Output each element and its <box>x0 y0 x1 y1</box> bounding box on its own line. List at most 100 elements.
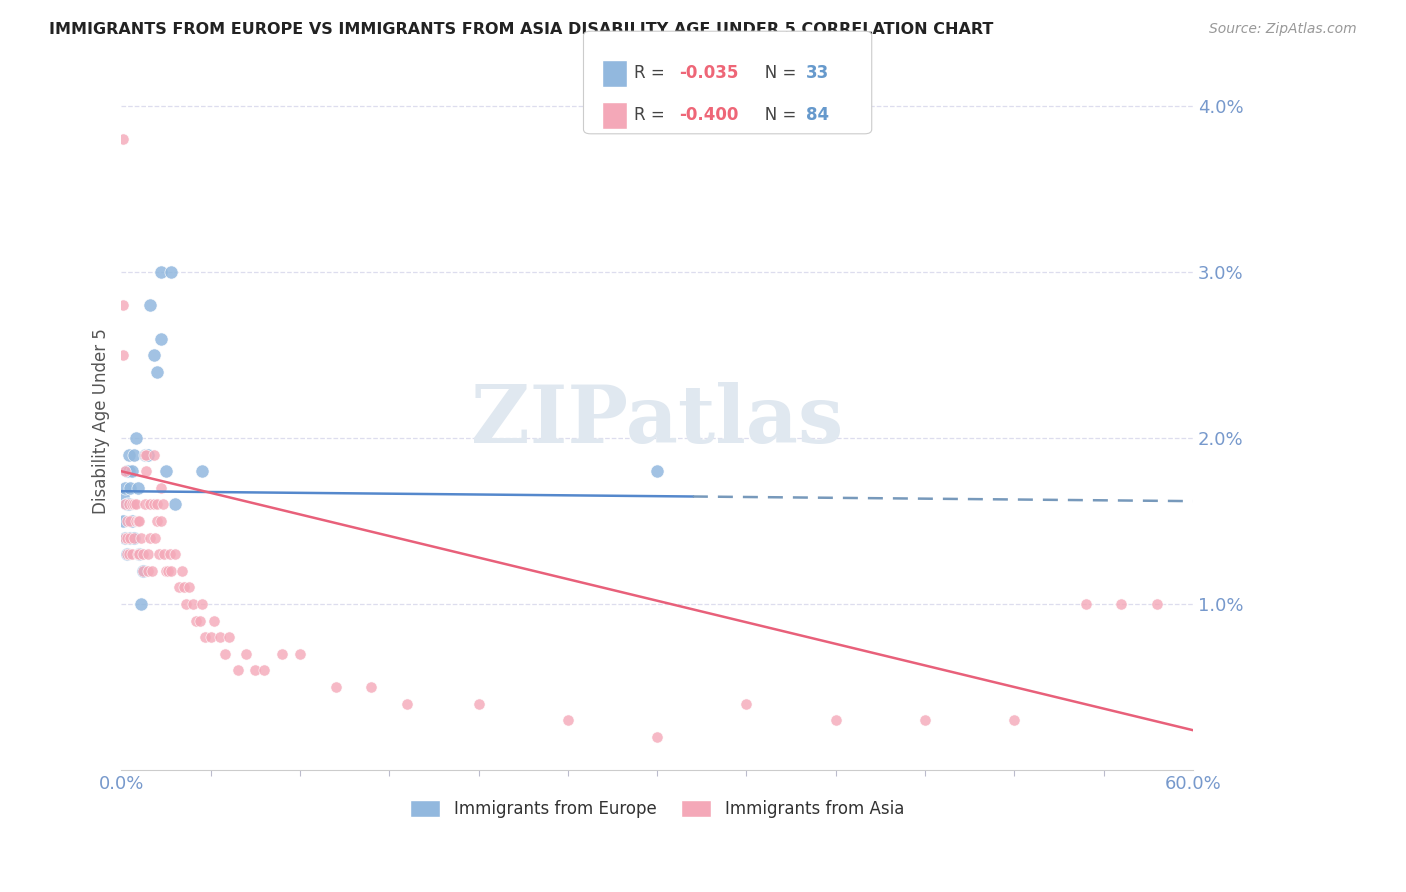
Point <box>135 464 157 478</box>
Point <box>200 630 222 644</box>
Point <box>149 331 172 345</box>
Legend: Immigrants from Europe, Immigrants from Asia: Immigrants from Europe, Immigrants from … <box>404 793 911 824</box>
Point <box>735 697 758 711</box>
Point <box>226 664 249 678</box>
Point <box>128 547 150 561</box>
Point <box>127 481 149 495</box>
Point <box>149 481 172 495</box>
Text: 33: 33 <box>806 64 830 82</box>
Point <box>208 630 231 644</box>
Point <box>136 564 159 578</box>
Point <box>142 348 165 362</box>
Point <box>145 531 167 545</box>
Point <box>134 498 156 512</box>
Text: Source: ZipAtlas.com: Source: ZipAtlas.com <box>1209 22 1357 37</box>
Point <box>117 547 139 561</box>
Point <box>115 531 138 545</box>
Point <box>163 498 186 512</box>
Point <box>114 481 136 495</box>
Point <box>152 498 174 512</box>
Point <box>121 464 143 478</box>
Text: N =: N = <box>749 106 801 124</box>
Point <box>125 431 148 445</box>
Point <box>117 448 139 462</box>
Point <box>163 547 186 561</box>
Point <box>146 498 169 512</box>
Point <box>112 298 135 312</box>
Point <box>153 547 176 561</box>
Text: N =: N = <box>749 64 801 82</box>
Point <box>134 448 156 462</box>
Point <box>127 514 149 528</box>
Point <box>122 498 145 512</box>
Point <box>132 564 155 578</box>
Point <box>149 514 172 528</box>
Point <box>645 730 668 744</box>
Point <box>129 597 152 611</box>
Point <box>202 614 225 628</box>
Point <box>179 581 201 595</box>
Point <box>142 448 165 462</box>
Point <box>148 547 170 561</box>
Text: -0.035: -0.035 <box>679 64 738 82</box>
Point <box>115 514 138 528</box>
Point <box>134 448 156 462</box>
Point <box>557 713 579 727</box>
Point <box>115 547 138 561</box>
Point <box>173 581 195 595</box>
Point <box>167 581 190 595</box>
Point <box>139 498 162 512</box>
Point <box>914 713 936 727</box>
Point <box>127 547 149 561</box>
Point <box>824 713 846 727</box>
Point <box>112 132 135 146</box>
Point <box>149 265 172 279</box>
Point <box>155 464 177 478</box>
Point <box>146 514 169 528</box>
Point <box>142 498 165 512</box>
Point <box>128 547 150 561</box>
Point <box>155 564 177 578</box>
Point <box>146 365 169 379</box>
Point <box>1111 597 1133 611</box>
Point <box>645 464 668 478</box>
Point <box>1002 713 1025 727</box>
Point <box>186 614 208 628</box>
Point <box>141 564 163 578</box>
Point <box>121 514 143 528</box>
Point <box>132 547 155 561</box>
Point <box>114 531 136 545</box>
Point <box>122 531 145 545</box>
Point <box>172 564 194 578</box>
Point <box>160 564 183 578</box>
Text: -0.400: -0.400 <box>679 106 738 124</box>
Point <box>214 647 236 661</box>
Point <box>132 564 155 578</box>
Point <box>120 531 142 545</box>
Point <box>139 298 162 312</box>
Point <box>396 697 419 711</box>
Point <box>174 597 197 611</box>
Point <box>181 597 204 611</box>
Point <box>120 531 142 545</box>
Point <box>139 531 162 545</box>
Point <box>135 448 157 462</box>
Text: ZIPatlas: ZIPatlas <box>471 383 844 460</box>
Point <box>122 448 145 462</box>
Point <box>121 547 143 561</box>
Point <box>253 664 276 678</box>
Point <box>218 630 240 644</box>
Point <box>128 514 150 528</box>
Text: 84: 84 <box>806 106 828 124</box>
Point <box>115 464 138 478</box>
Text: R =: R = <box>634 64 671 82</box>
Point <box>188 614 211 628</box>
Point <box>114 498 136 512</box>
Point <box>122 531 145 545</box>
Point <box>120 514 142 528</box>
Point <box>112 514 135 528</box>
Point <box>235 647 257 661</box>
Point <box>114 531 136 545</box>
Point <box>136 547 159 561</box>
Point <box>467 697 489 711</box>
